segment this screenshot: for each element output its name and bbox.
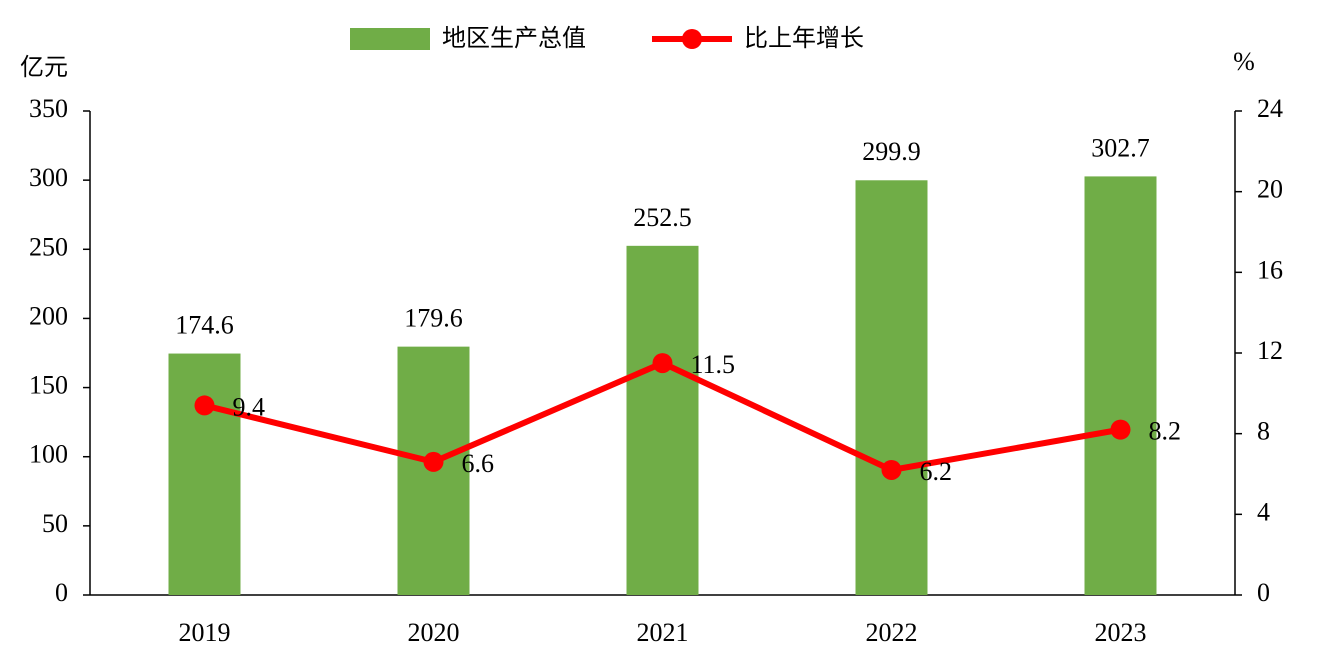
- x-tick-label: 2021: [637, 618, 689, 647]
- y2-tick-label: 16: [1257, 255, 1283, 284]
- bar: [855, 180, 928, 596]
- bar: [626, 245, 699, 596]
- legend-label: 比上年增长: [744, 24, 864, 52]
- line-value-label: 11.5: [691, 350, 736, 379]
- x-tick-label: 2022: [866, 618, 918, 647]
- y-tick-label: 250: [29, 232, 68, 261]
- y2-tick-label: 20: [1257, 175, 1283, 204]
- y-tick-label: 150: [29, 371, 68, 400]
- legend-swatch: [350, 28, 430, 50]
- y-tick-label: 100: [29, 440, 68, 469]
- y2-tick-label: 12: [1257, 336, 1283, 365]
- bar-value-label: 252.5: [633, 203, 692, 232]
- line-value-label: 6.6: [462, 449, 495, 478]
- x-tick-label: 2019: [179, 618, 231, 647]
- y-tick-label: 300: [29, 163, 68, 192]
- line-marker: [423, 451, 444, 472]
- line-value-label: 6.2: [920, 457, 953, 486]
- y-tick-label: 50: [42, 509, 68, 538]
- legend-label: 地区生产总值: [442, 24, 586, 52]
- x-tick-label: 2023: [1095, 618, 1147, 647]
- bar-value-label: 179.6: [404, 304, 463, 333]
- y-tick-label: 0: [55, 578, 68, 607]
- line-value-label: 9.4: [233, 392, 266, 421]
- bar-value-label: 299.9: [862, 137, 921, 166]
- bar-value-label: 174.6: [175, 311, 234, 340]
- line-marker: [194, 395, 215, 416]
- y2-tick-label: 24: [1257, 94, 1283, 123]
- y-tick-label: 200: [29, 301, 68, 330]
- y2-tick-label: 4: [1257, 497, 1270, 526]
- line-marker: [652, 353, 673, 374]
- line-marker: [881, 459, 902, 480]
- bar: [168, 353, 241, 595]
- y-axis-unit: 亿元: [20, 53, 68, 81]
- y2-tick-label: 0: [1257, 578, 1270, 607]
- y-tick-label: 350: [29, 94, 68, 123]
- y2-axis-unit: %: [1233, 47, 1255, 76]
- legend-marker: [682, 29, 702, 49]
- y2-tick-label: 8: [1257, 417, 1270, 446]
- bar: [1084, 176, 1157, 595]
- bar-value-label: 302.7: [1091, 133, 1150, 162]
- x-tick-label: 2020: [408, 618, 460, 647]
- line-value-label: 8.2: [1149, 417, 1182, 446]
- line-marker: [1110, 419, 1131, 440]
